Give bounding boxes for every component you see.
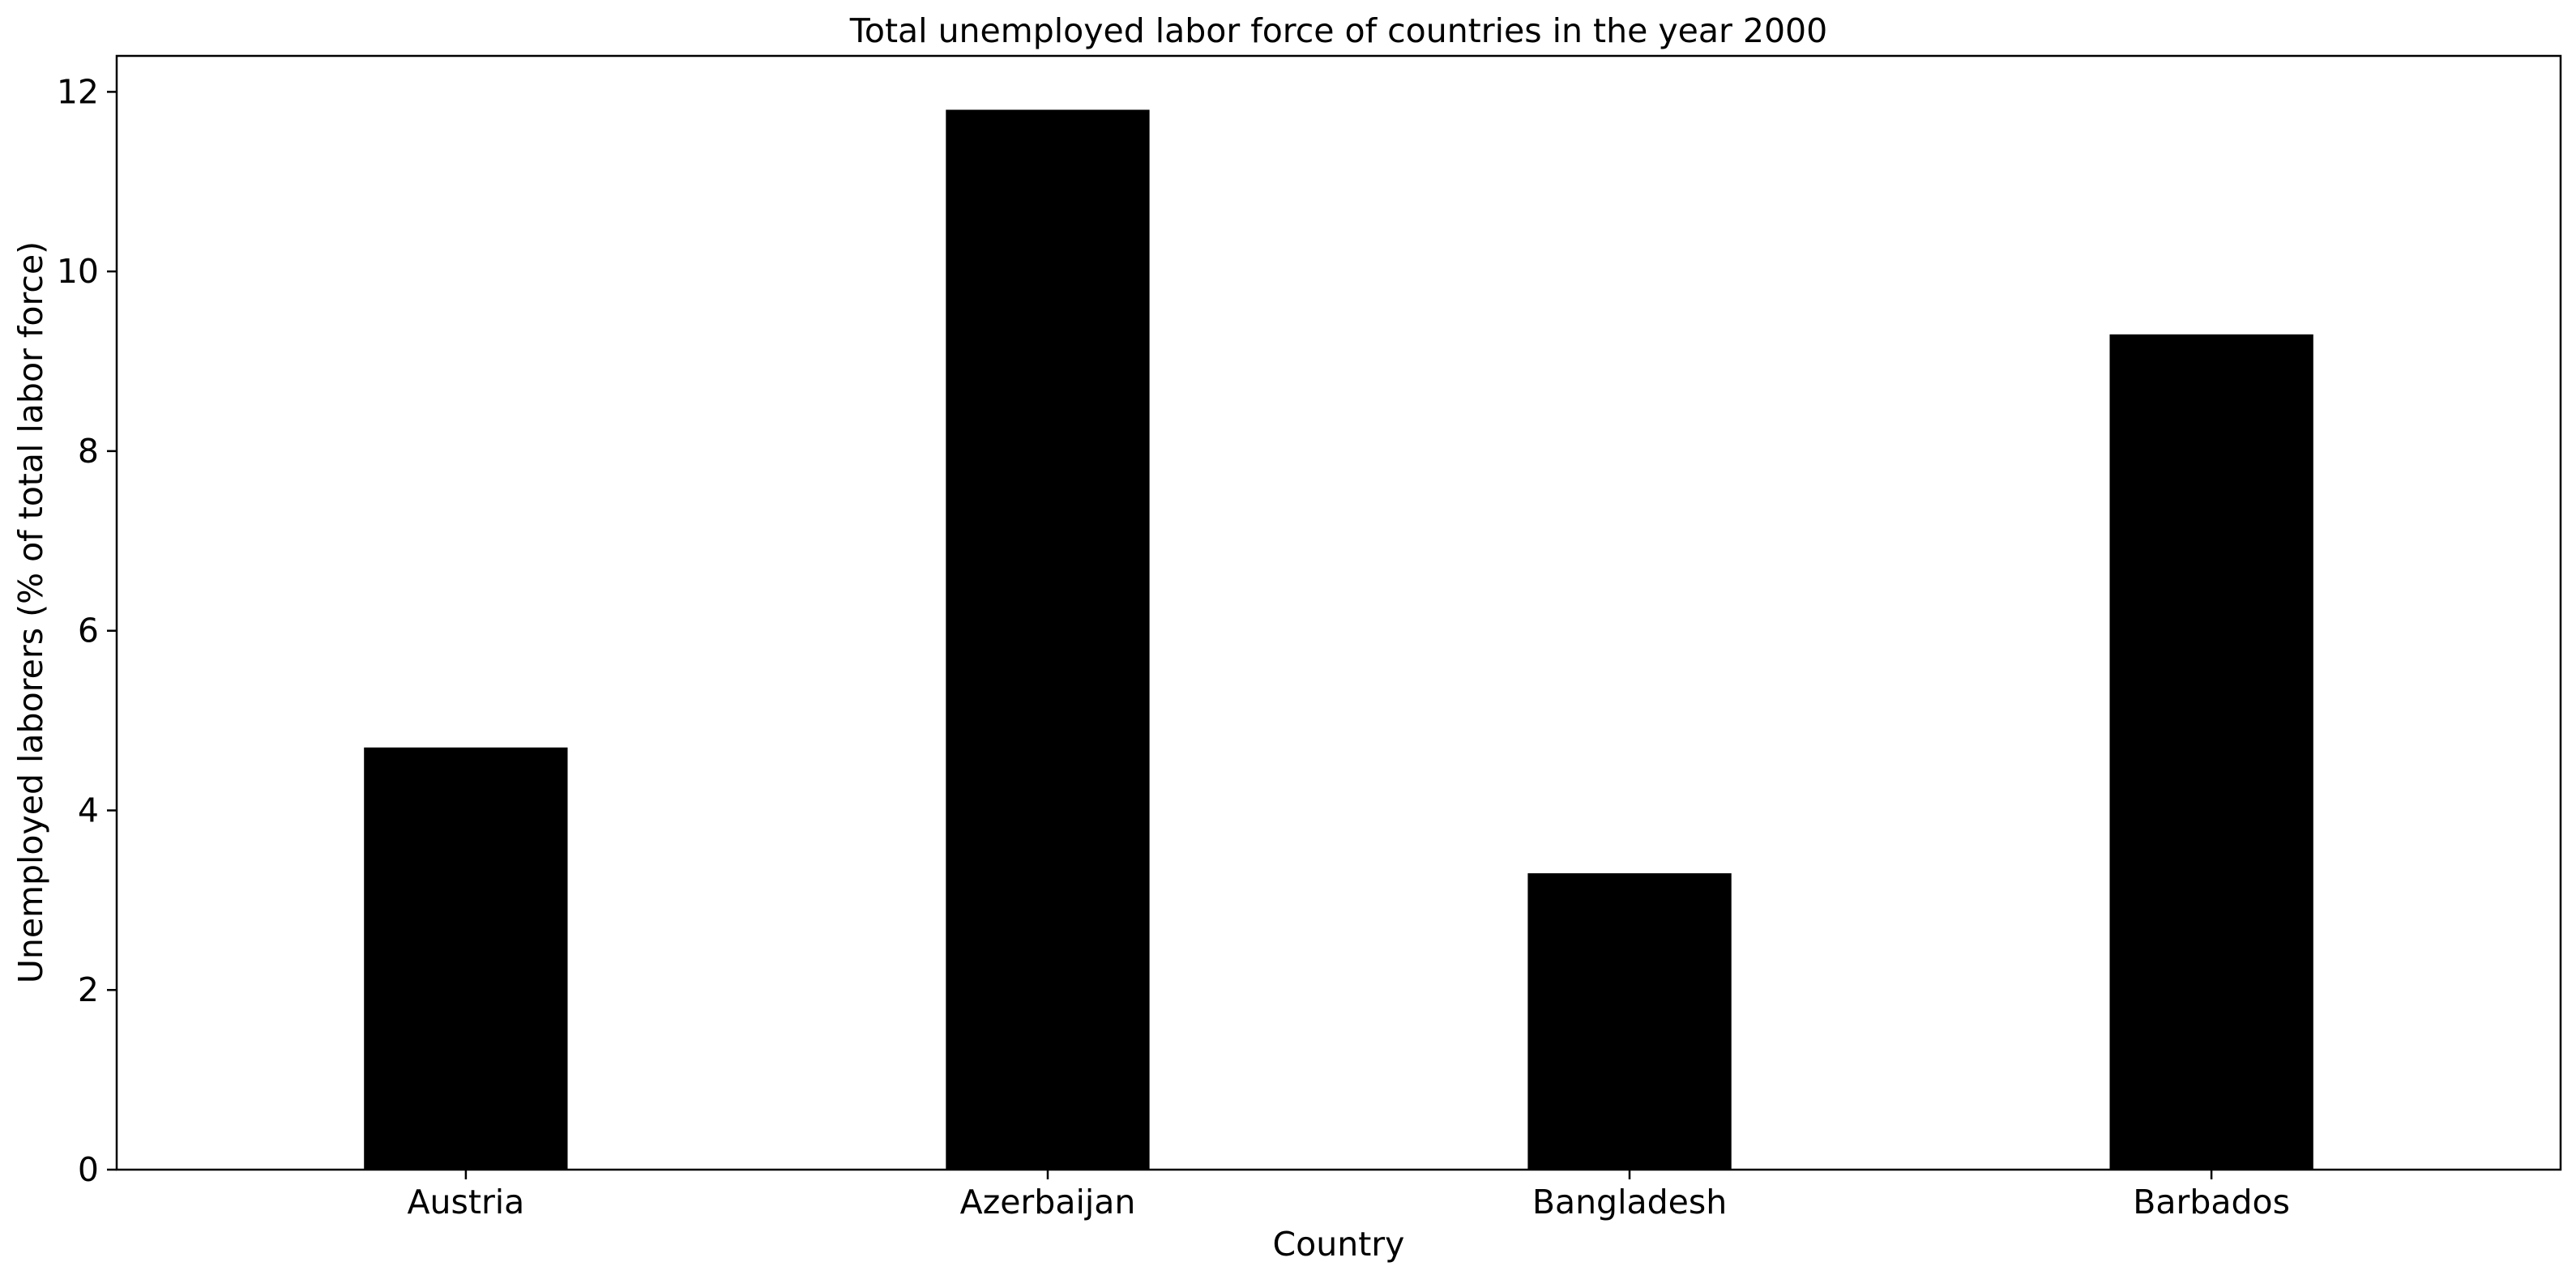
bar-austria <box>364 747 568 1170</box>
y-tick-label: 0 <box>78 1150 99 1189</box>
bar-bangladesh <box>1527 873 1732 1170</box>
y-tick-label: 2 <box>78 970 99 1009</box>
bars-group <box>364 109 2313 1170</box>
bar-azerbaijan <box>946 109 1150 1170</box>
x-axis-label: Country <box>1273 1225 1405 1264</box>
x-axis: Austria Azerbaijan Bangladesh Barbados <box>407 1170 2290 1221</box>
chart-title: Total unemployed labor force of countrie… <box>849 11 1827 50</box>
y-tick-label: 12 <box>57 72 99 111</box>
y-tick-label: 8 <box>78 432 99 471</box>
x-tick-label-austria: Austria <box>407 1183 524 1221</box>
plot-frame <box>115 54 2562 1171</box>
y-tick-label: 6 <box>78 612 99 650</box>
y-axis: 0 2 4 6 8 10 12 <box>57 72 117 1189</box>
bar-barbados <box>2109 334 2313 1170</box>
y-tick-label: 10 <box>57 252 99 291</box>
x-tick-label-barbados: Barbados <box>2133 1183 2290 1221</box>
x-tick-label-bangladesh: Bangladesh <box>1532 1183 1727 1221</box>
y-tick-label: 4 <box>78 791 99 830</box>
y-axis-label: Unemployed laborers (% of total labor fo… <box>11 241 50 983</box>
x-tick-label-azerbaijan: Azerbaijan <box>960 1183 1136 1221</box>
